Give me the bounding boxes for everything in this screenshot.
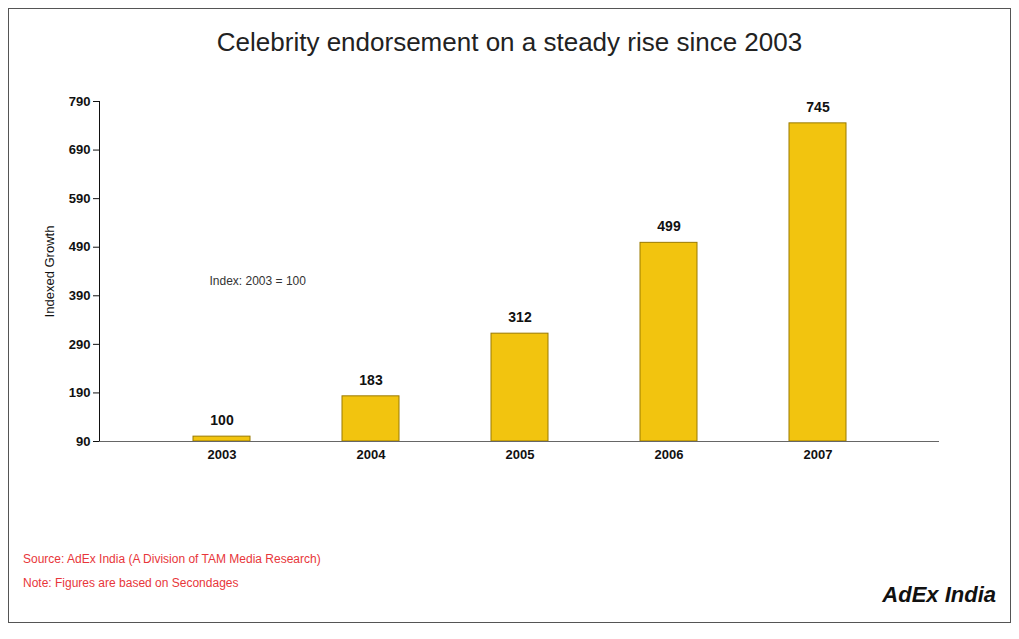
- svg-text:190: 190: [69, 385, 91, 400]
- svg-text:2004: 2004: [357, 447, 387, 462]
- svg-text:Indexed Growth: Indexed Growth: [42, 226, 57, 318]
- html-text:Source: AdEx India (A Division: Source: AdEx India (A Division of TAM Me…: [23, 552, 321, 566]
- svg-text:590: 590: [69, 191, 91, 206]
- html-text:AdEx India: AdEx India: [882, 582, 996, 607]
- svg-text:690: 690: [69, 142, 91, 157]
- svg-text:2005: 2005: [506, 447, 535, 462]
- svg-text:745: 745: [806, 99, 830, 115]
- svg-text:90: 90: [76, 434, 90, 449]
- svg-text:2006: 2006: [655, 447, 684, 462]
- svg-text:490: 490: [69, 239, 91, 254]
- svg-text:Index: 2003 = 100: Index: 2003 = 100: [210, 274, 307, 288]
- svg-text:2003: 2003: [208, 447, 237, 462]
- svg-text:312: 312: [508, 309, 532, 325]
- svg-text:790: 790: [69, 94, 91, 109]
- html-text:Celebrity endorsement on a ste: Celebrity endorsement on a steady rise s…: [216, 27, 803, 57]
- svg-text:2007: 2007: [804, 447, 833, 462]
- svg-text:499: 499: [657, 218, 681, 234]
- svg-text:290: 290: [69, 337, 91, 352]
- svg-text:183: 183: [359, 372, 383, 388]
- svg-text:390: 390: [69, 288, 91, 303]
- svg-text:100: 100: [210, 412, 234, 428]
- html-text:Note: Figures are based on Sec: Note: Figures are based on Secondages: [23, 576, 239, 590]
